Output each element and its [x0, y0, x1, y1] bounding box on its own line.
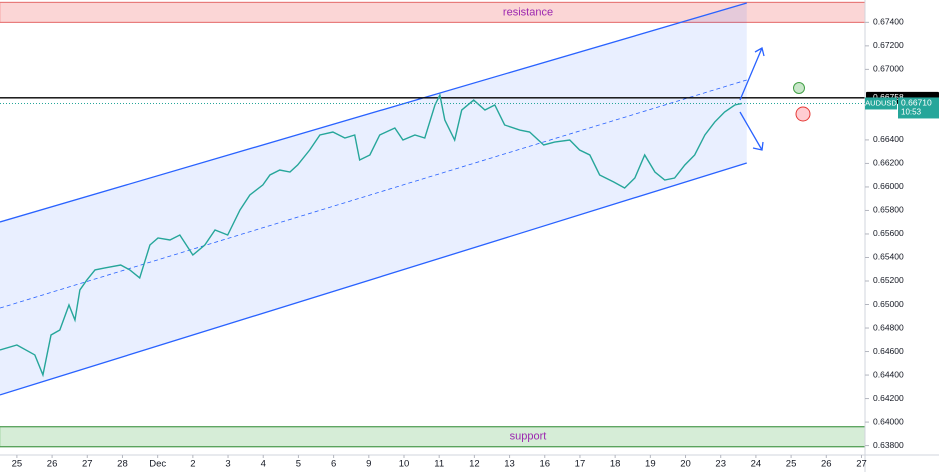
x-tick-label: 27 — [856, 459, 867, 470]
up-arrow — [739, 47, 765, 101]
y-tick-label: 0.67000 — [873, 64, 904, 74]
price-line-label: 0.66758 — [873, 92, 904, 102]
plot-area: resistance support — [0, 1, 865, 448]
x-tick-label: 27 — [82, 459, 93, 470]
x-tick-label: 10 — [399, 459, 410, 470]
x-tick-label: 26 — [47, 459, 58, 470]
symbol-label: AUDUSD — [865, 98, 897, 107]
channel-fill — [0, 3, 747, 395]
y-tick-label: 0.65200 — [873, 275, 904, 285]
x-tick-label: 12 — [469, 459, 480, 470]
x-tick-label: 25 — [786, 459, 797, 470]
y-tick-label: 0.67400 — [873, 17, 904, 27]
x-tick-label: 5 — [296, 459, 301, 470]
y-tick-label: 0.66400 — [873, 134, 904, 144]
zone — [0, 426, 865, 448]
x-tick-label: 20 — [680, 459, 691, 470]
x-tick-label: 26 — [821, 459, 832, 470]
y-tick-label: 0.64600 — [873, 346, 904, 356]
last-price-label: 0.66710 — [901, 98, 932, 108]
y-tick-label: 0.65600 — [873, 228, 904, 238]
x-tick-label: 17 — [575, 459, 586, 470]
countdown: 10:53 — [901, 108, 922, 117]
x-tick-label: 3 — [225, 459, 230, 470]
x-tick-label: 28 — [117, 459, 128, 470]
y-tick-label: 0.63800 — [873, 440, 904, 450]
x-tick-label: 6 — [331, 459, 336, 470]
stop-marker — [795, 106, 811, 122]
zone-label: resistance — [503, 6, 553, 18]
x-tick-label: 11 — [434, 459, 444, 470]
y-tick-label: 0.66200 — [873, 158, 904, 168]
target-marker — [793, 82, 805, 94]
channel-upper — [0, 2, 747, 223]
x-tick-label: 2 — [190, 459, 195, 470]
x-tick-label: 9 — [366, 459, 371, 470]
channel-lower — [0, 162, 747, 396]
price-line-series — [0, 92, 742, 378]
y-tick-label: 0.64200 — [873, 393, 904, 403]
symbol-tag — [865, 97, 897, 110]
y-tick-label: 0.65800 — [873, 205, 904, 215]
x-tick-label: 18 — [610, 459, 621, 470]
x-tick-label: 4 — [261, 459, 266, 470]
projection-arrows — [739, 47, 765, 151]
y-tick-label: 0.64800 — [873, 322, 904, 332]
y-tick-label: 0.66000 — [873, 181, 904, 191]
last-price-tag — [898, 97, 939, 119]
y-tick-label: 0.65400 — [873, 252, 904, 262]
y-tick-label: 0.67200 — [873, 40, 904, 50]
y-tick-label: 0.64400 — [873, 369, 904, 379]
x-tick-label: Dec — [149, 459, 166, 470]
y-tick-label: 0.64000 — [873, 416, 904, 426]
zone-label: support — [510, 431, 547, 443]
x-tick-label: 16 — [539, 459, 550, 470]
x-tick-label: 13 — [504, 459, 515, 470]
x-tick-label: 24 — [751, 459, 762, 470]
x-tick-label: 23 — [715, 459, 726, 470]
y-tick-label: 0.65000 — [873, 299, 904, 309]
down-arrow — [739, 111, 764, 151]
x-tick-label: 25 — [12, 459, 23, 470]
x-tick-label: 19 — [645, 459, 656, 470]
